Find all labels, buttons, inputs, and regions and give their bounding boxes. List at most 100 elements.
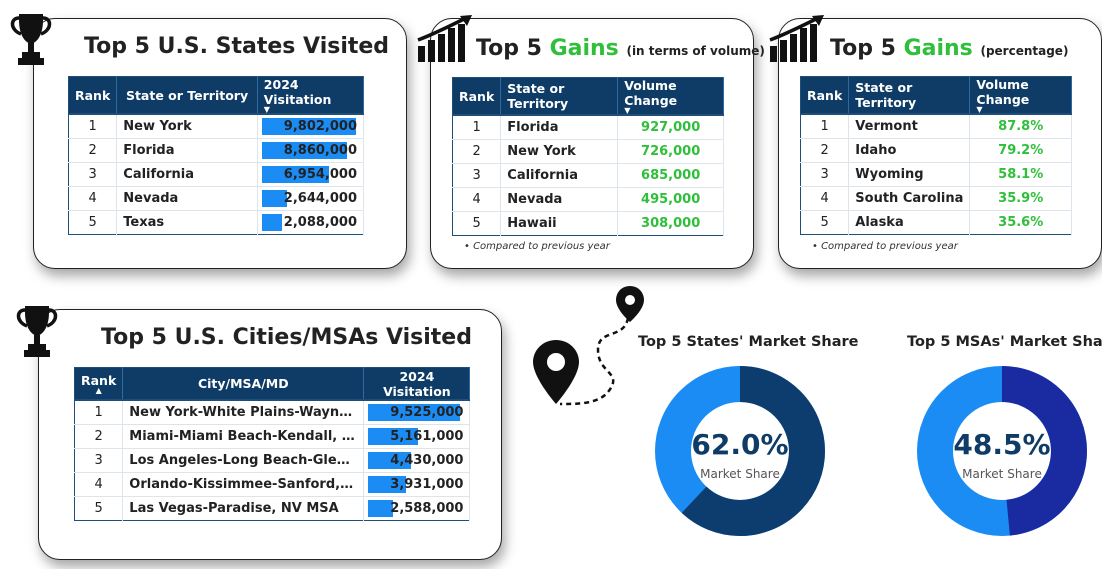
visitation-bar (368, 500, 394, 517)
change-cell: 87.8% (969, 113, 1072, 139)
visitation-cell: 5,161,000 (363, 424, 471, 449)
cities-visited-title: Top 5 U.S. Cities/MSAs Visited (101, 325, 472, 350)
table-row: 5 Texas 2,088,000 (68, 210, 365, 235)
change-cell: 58.1% (969, 162, 1072, 187)
gains-percentage-title: Top 5 Gains (percentage) (830, 36, 1069, 61)
state-cell: Nevada (116, 186, 258, 211)
rank-cell: 4 (74, 472, 124, 497)
change-cell: 685,000 (617, 163, 724, 188)
volume-change-header[interactable]: Volume Change ▼ (617, 77, 724, 115)
donut-label: Market Share (700, 467, 780, 481)
state-cell: New York (116, 113, 258, 139)
change-cell: 726,000 (617, 139, 724, 164)
city-cell: Orlando-Kissimmee-Sanford, FL M... (122, 472, 365, 497)
rank-header[interactable]: Rank (68, 76, 118, 114)
rank-header[interactable]: Rank (800, 76, 850, 114)
visitation-bar (368, 428, 418, 445)
rank-cell: 5 (68, 210, 118, 235)
city-cell: New York-White Plains-Wayne, N... (122, 399, 365, 425)
table-row: 2 New York 726,000 (452, 139, 724, 164)
table-row: 4 Orlando-Kissimmee-Sanford, FL M... 3,9… (74, 472, 471, 497)
visitation-bar (261, 142, 347, 159)
gains-percentage-footnote: • Compared to previous year (812, 241, 958, 252)
visitation-cell: 3,931,000 (363, 472, 471, 497)
cities-visited-table: Rank ▲ City/MSA/MD 2024 Visitation 1 New … (74, 367, 471, 521)
table-row: 3 California 685,000 (452, 163, 724, 188)
states-market-share-title: Top 5 States' Market Share (638, 334, 859, 350)
state-header[interactable]: State or Territory (500, 77, 619, 115)
table-row: 1 Florida 927,000 (452, 114, 724, 140)
visitation-bar (368, 404, 460, 421)
gains-percentage-rows: 1 Vermont 87.8% 2 Idaho 79.2% 3 Wyoming 58.1% … (800, 113, 1072, 235)
visitation-cell: 2,644,000 (257, 186, 365, 211)
rank-cell: 2 (74, 424, 124, 449)
change-cell: 35.6% (969, 210, 1072, 235)
state-cell: Hawaii (500, 211, 619, 236)
table-row: 3 California 6,954,000 (68, 162, 365, 187)
rank-cell: 3 (452, 163, 502, 188)
city-cell: Los Angeles-Long Beach-Glendale... (122, 448, 365, 473)
table-row: 4 Nevada 495,000 (452, 187, 724, 212)
rank-cell: 5 (800, 210, 850, 235)
state-cell: Alaska (848, 210, 971, 235)
visitation-cell: 6,954,000 (257, 162, 365, 187)
visitation-cell: 9,802,000 (257, 113, 365, 139)
table-row: 4 South Carolina 35.9% (800, 186, 1072, 211)
state-cell: California (500, 163, 619, 188)
change-cell: 927,000 (617, 114, 724, 140)
state-header[interactable]: State or Territory (116, 76, 258, 114)
table-row: 2 Miami-Miami Beach-Kendall, FL MD 5,161… (74, 424, 471, 449)
visitation-bar (261, 214, 282, 231)
change-cell: 308,000 (617, 211, 724, 236)
city-header[interactable]: City/MSA/MD (122, 367, 365, 400)
visitation-header[interactable]: 2024 Visitation ▼ (257, 76, 365, 114)
sort-desc-icon: ▼ (976, 105, 983, 114)
rank-cell: 2 (452, 139, 502, 164)
rank-cell: 2 (800, 138, 850, 163)
donut-value: 62.0% (691, 428, 789, 461)
rank-cell: 1 (74, 399, 124, 425)
table-row: 4 Nevada 2,644,000 (68, 186, 365, 211)
state-cell: Idaho (848, 138, 971, 163)
visitation-cell: 2,088,000 (257, 210, 365, 235)
sort-desc-icon: ▼ (624, 106, 631, 115)
visitation-header[interactable]: 2024 Visitation (363, 367, 471, 400)
donut-arc (917, 366, 1087, 536)
city-cell: Las Vegas-Paradise, NV MSA (122, 496, 365, 521)
visitation-cell: 9,525,000 (363, 399, 471, 425)
states-visited-rows: 1 New York 9,802,000 2 Florida 8,860,000… (68, 113, 365, 235)
table-row: 1 New York-White Plains-Wayne, N... 9,52… (74, 399, 471, 425)
donut-value: 48.5% (953, 428, 1051, 461)
visitation-cell: 4,430,000 (363, 448, 471, 473)
msas-market-share-title: Top 5 MSAs' Market Share (907, 334, 1102, 350)
rank-header[interactable]: Rank ▲ (74, 367, 124, 400)
table-row: 2 Idaho 79.2% (800, 138, 1072, 163)
volume-change-header[interactable]: Volume Change ▼ (969, 76, 1072, 114)
trophy-icon (10, 14, 52, 65)
table-row: 1 Vermont 87.8% (800, 113, 1072, 139)
change-cell: 79.2% (969, 138, 1072, 163)
table-row: 5 Las Vegas-Paradise, NV MSA 2,588,000 (74, 496, 471, 521)
sort-desc-icon: ▼ (263, 105, 270, 114)
growth-chart-icon (769, 15, 824, 62)
table-row: 3 Los Angeles-Long Beach-Glendale... 4,4… (74, 448, 471, 473)
map-route-icon (533, 286, 644, 406)
change-cell: 495,000 (617, 187, 724, 212)
state-header[interactable]: State or Territory (848, 76, 971, 114)
visitation-bar (261, 118, 356, 135)
rank-cell: 2 (68, 138, 118, 163)
rank-cell: 4 (800, 186, 850, 211)
visitation-bar (368, 476, 406, 493)
state-cell: Wyoming (848, 162, 971, 187)
rank-cell: 3 (74, 448, 124, 473)
rank-cell: 4 (452, 187, 502, 212)
growth-chart-icon (417, 15, 472, 62)
rank-header[interactable]: Rank (452, 77, 502, 115)
change-cell: 35.9% (969, 186, 1072, 211)
table-row: 1 New York 9,802,000 (68, 113, 365, 139)
rank-cell: 3 (68, 162, 118, 187)
gains-volume-footnote: • Compared to previous year (464, 241, 610, 252)
state-cell: South Carolina (848, 186, 971, 211)
donut-label: Market Share (962, 467, 1042, 481)
state-cell: Florida (116, 138, 258, 163)
